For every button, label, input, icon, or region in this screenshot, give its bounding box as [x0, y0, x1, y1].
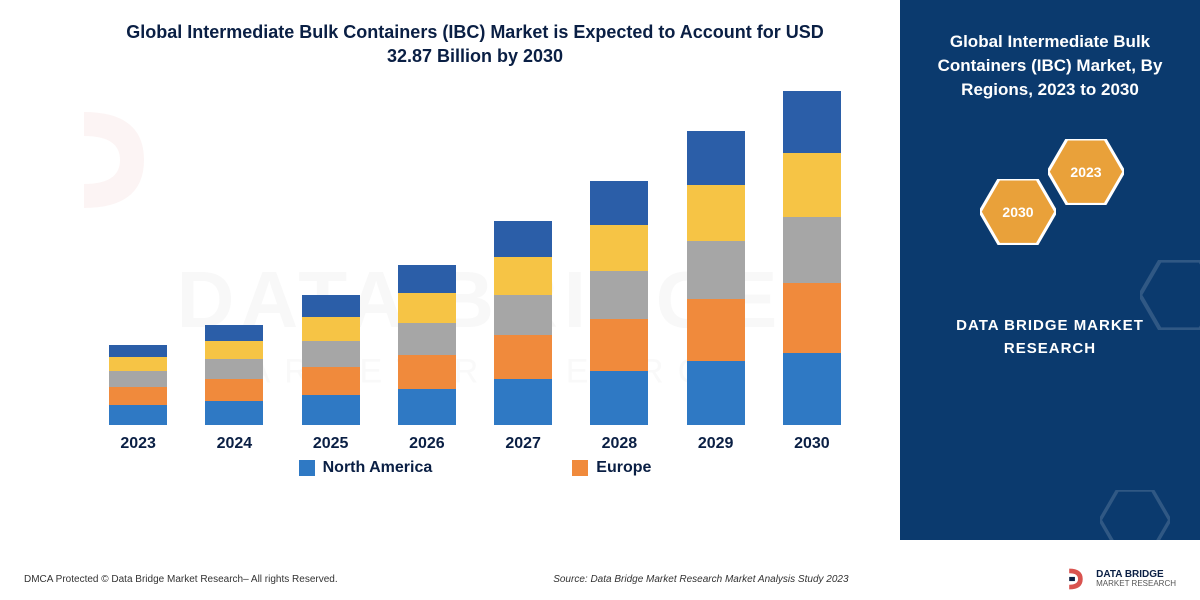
bar-segment [687, 131, 745, 185]
bar-segment [302, 295, 360, 317]
bar-segment [302, 317, 360, 341]
stacked-bar [302, 295, 360, 425]
bar-group: 2024 [186, 325, 282, 453]
bar-segment [494, 295, 552, 335]
x-axis-label: 2029 [698, 435, 734, 453]
stacked-bar [783, 91, 841, 425]
stacked-bar [687, 131, 745, 425]
bar-segment [302, 367, 360, 395]
bar-segment [494, 221, 552, 257]
bar-segment [687, 185, 745, 241]
stacked-bar [205, 325, 263, 425]
logo-text: DATA BRIDGE MARKET RESEARCH [1096, 569, 1176, 589]
legend-item: North America [299, 459, 433, 477]
decorative-hex-icon [1100, 490, 1170, 550]
footer-source: Source: Data Bridge Market Research Mark… [338, 574, 1065, 585]
bar-group: 2027 [475, 221, 571, 453]
legend-label: Europe [596, 459, 651, 477]
bar-segment [494, 257, 552, 295]
chart-panel: Global Intermediate Bulk Containers (IBC… [0, 0, 900, 540]
stacked-bar [398, 265, 456, 425]
bar-segment [494, 379, 552, 425]
bar-segment [398, 355, 456, 389]
legend-label: North America [323, 459, 433, 477]
bar-segment [302, 341, 360, 367]
x-axis-label: 2028 [602, 435, 638, 453]
bar-segment [302, 395, 360, 425]
bar-group: 2030 [764, 91, 860, 453]
bar-segment [687, 241, 745, 299]
bar-segment [783, 153, 841, 217]
chart-area: 2023 2024 2025 2026 2027 2028 2029 2030 [80, 93, 870, 453]
brand-line-2: RESEARCH [920, 338, 1180, 361]
footer-logo: DATA BRIDGE MARKET RESEARCH [1064, 566, 1176, 592]
x-axis-label: 2026 [409, 435, 445, 453]
hex-badge-2023: 2023 [1048, 139, 1124, 205]
legend-swatch [572, 460, 588, 476]
bar-segment [205, 341, 263, 359]
hex-label: 2023 [1070, 164, 1101, 180]
x-axis-label: 2027 [505, 435, 541, 453]
bar-segment [783, 217, 841, 283]
bar-segment [109, 387, 167, 405]
stacked-bar [494, 221, 552, 425]
bar-segment [590, 225, 648, 271]
stacked-bar [109, 345, 167, 425]
bar-segment [205, 379, 263, 401]
bar-group: 2023 [90, 345, 186, 453]
hex-label: 2030 [1002, 204, 1033, 220]
chart-title: Global Intermediate Bulk Containers (IBC… [80, 20, 870, 69]
legend-swatch [299, 460, 315, 476]
logo-line-2: MARKET RESEARCH [1096, 580, 1176, 589]
legend-item: Europe [572, 459, 651, 477]
x-axis-label: 2023 [120, 435, 156, 453]
right-panel: Global Intermediate Bulk Containers (IBC… [900, 0, 1200, 540]
bar-segment [398, 293, 456, 323]
bar-segment [590, 319, 648, 371]
x-axis-label: 2030 [794, 435, 830, 453]
bar-segment [590, 371, 648, 425]
bar-segment [398, 265, 456, 293]
right-panel-title: Global Intermediate Bulk Containers (IBC… [920, 30, 1180, 101]
bar-group: 2025 [283, 295, 379, 453]
bar-segment [109, 345, 167, 357]
stacked-bar [590, 181, 648, 425]
bar-group: 2028 [571, 181, 667, 453]
footer: DMCA Protected © Data Bridge Market Rese… [0, 566, 1200, 592]
bar-segment [398, 389, 456, 425]
chart-legend: North America Europe [80, 459, 870, 477]
bar-segment [687, 299, 745, 361]
bar-group: 2029 [668, 131, 764, 453]
bar-segment [205, 325, 263, 341]
bar-group: 2026 [379, 265, 475, 453]
bar-segment [783, 353, 841, 425]
bar-segment [109, 405, 167, 425]
bar-segment [590, 181, 648, 225]
decorative-hex-icon [1140, 260, 1200, 330]
bar-segment [109, 357, 167, 371]
x-axis-label: 2025 [313, 435, 349, 453]
bar-segment [494, 335, 552, 379]
bar-segment [398, 323, 456, 355]
bar-segment [109, 371, 167, 387]
bar-segment [205, 359, 263, 379]
logo-mark-icon [1064, 566, 1090, 592]
main-layout: Global Intermediate Bulk Containers (IBC… [0, 0, 1200, 540]
hex-badge-2030: 2030 [980, 179, 1056, 245]
bar-segment [590, 271, 648, 319]
bar-segment [205, 401, 263, 425]
x-axis-label: 2024 [217, 435, 253, 453]
bar-segment [687, 361, 745, 425]
footer-dmca: DMCA Protected © Data Bridge Market Rese… [24, 574, 338, 585]
bar-segment [783, 283, 841, 353]
bar-segment [783, 91, 841, 153]
